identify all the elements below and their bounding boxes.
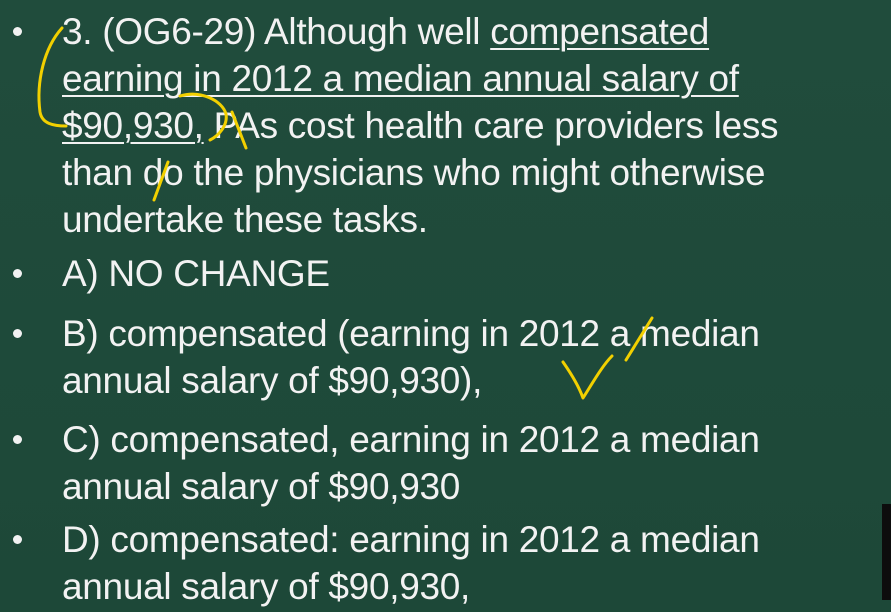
underlined-text: compensated [490, 11, 710, 52]
option-b-line-2: annual salary of $90,930), [62, 360, 483, 401]
option-a-text: A) NO CHANGE [62, 250, 891, 297]
option-c-line-1: C) compensated, earning in 2012 a median [62, 419, 760, 460]
option-c-line-2: annual salary of $90,930 [62, 466, 461, 507]
option-d-line-2: annual salary of $90,930, [62, 566, 471, 607]
bullet-dot [13, 27, 22, 36]
edge-artifact [882, 504, 891, 600]
bullet-dot [13, 435, 22, 444]
underlined-text: $90,930, [62, 105, 204, 146]
question-line-2: earning in 2012 a median annual salary o… [62, 58, 739, 99]
question-line-1: 3. (OG6-29) Although well compensated [62, 8, 891, 55]
option-b-line-1: B) compensated (earning in 2012 a median [62, 313, 760, 354]
question-text: 3. (OG6-29) Although well compensated ea… [62, 8, 891, 243]
option-b-text: B) compensated (earning in 2012 a median… [62, 310, 891, 404]
option-a-line-1: A) NO CHANGE [62, 253, 330, 294]
question-line-4: than do the physicians who might otherwi… [62, 152, 766, 193]
bullet-dot [13, 535, 22, 544]
question-line-3: $90,930, PAs cost health care providers … [62, 102, 891, 149]
option-c-text: C) compensated, earning in 2012 a median… [62, 416, 891, 510]
bullet-dot [13, 269, 22, 278]
question-prefix: 3. (OG6-29) Although well [62, 11, 491, 52]
option-d-line-1: D) compensated: earning in 2012 a median [62, 519, 760, 560]
bullet-dot [13, 329, 22, 338]
question-line-3-rest: PAs cost health care providers less [203, 105, 779, 146]
option-d-text: D) compensated: earning in 2012 a median… [62, 516, 891, 610]
question-line-5: undertake these tasks. [62, 199, 428, 240]
